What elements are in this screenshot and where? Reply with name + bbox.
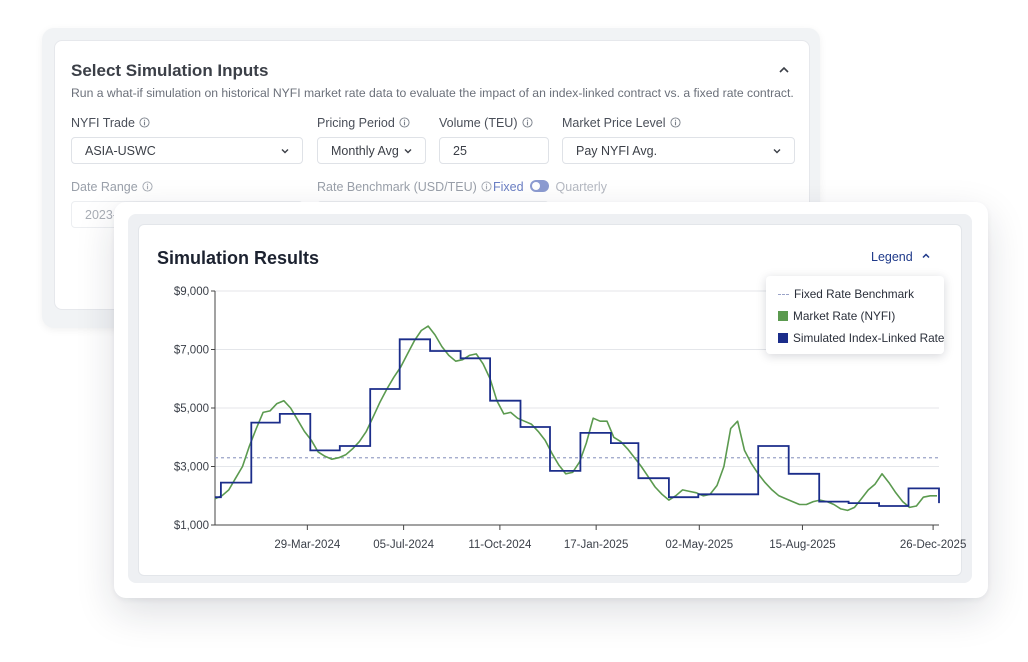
inputs-subtitle: Run a what-if simulation on historical N… [71,86,794,100]
y-tick-label: $5,000 [174,403,209,415]
legend-toggle-label: Legend [871,250,913,264]
chevron-down-icon [281,149,289,154]
x-tick-label: 29-Mar-2024 [274,539,340,551]
legend-color-swatch [778,311,788,321]
market-rate-line [214,325,937,512]
x-tick-label: 15-Aug-2025 [769,539,836,551]
volume-value: 25 [453,144,467,158]
legend-toggle-button[interactable]: Legend [871,250,931,264]
info-icon[interactable] [481,181,492,192]
rate-benchmark-label: Rate Benchmark (USD/TEU) [317,180,492,194]
x-tick-label: 02-May-2025 [665,539,733,551]
x-tick-label: 17-Jan-2025 [564,539,629,551]
date-range-label: Date Range [71,180,153,194]
legend-label: Market Rate (NYFI) [793,309,896,323]
index-linked-rate-step-line [215,338,940,507]
volume-input[interactable]: 25 [439,137,549,164]
trade-label: NYFI Trade [71,116,150,130]
market-price-level-label: Market Price Level [562,116,681,130]
legend-label: Fixed Rate Benchmark [794,287,914,301]
chevron-down-icon [773,149,781,154]
toggle-knob [532,182,541,190]
legend-dash-swatch [778,294,789,295]
results-title: Simulation Results [157,248,320,268]
trade-value: ASIA-USWC [85,144,156,158]
legend-popup: Fixed Rate Benchmark Market Rate (NYFI) … [766,276,944,354]
market-price-level-value: Pay NYFI Avg. [576,144,658,158]
pricing-period-select[interactable]: Monthly Avg [317,137,426,164]
info-icon[interactable] [669,117,681,128]
toggle-fixed-label: Fixed [493,180,524,194]
x-tick-label: 26-Dec-2025 [900,539,966,551]
benchmark-mode-toggle[interactable]: Fixed Quarterly [493,180,607,194]
x-tick-label: 05-Jul-2024 [373,539,434,551]
toggle-switch[interactable] [530,180,550,192]
info-icon[interactable] [139,117,150,128]
collapse-inputs-button[interactable] [775,61,793,79]
inputs-title: Select Simulation Inputs [71,61,269,80]
info-icon[interactable] [399,117,410,128]
trade-select[interactable]: ASIA-USWC [71,137,303,164]
market-price-level-select[interactable]: Pay NYFI Avg. [562,137,795,164]
pricing-period-value: Monthly Avg [331,144,399,158]
volume-label: Volume (TEU) [439,116,533,130]
legend-item-index-linked: Simulated Index-Linked Rate [778,331,944,345]
chevron-down-icon [404,149,412,154]
legend-item-market-rate: Market Rate (NYFI) [778,309,895,323]
y-tick-label: $1,000 [174,520,209,532]
y-tick-label: $3,000 [174,462,209,474]
legend-label: Simulated Index-Linked Rate [793,331,945,345]
info-icon[interactable] [521,117,533,128]
y-tick-label: $9,000 [174,286,209,298]
legend-color-swatch [778,333,788,343]
info-icon[interactable] [142,181,153,192]
pricing-period-label: Pricing Period [317,116,410,130]
chevron-up-icon [779,66,789,73]
toggle-quarterly-label: Quarterly [555,180,607,194]
x-tick-label: 11-Oct-2024 [468,539,532,551]
legend-item-fixed-benchmark: Fixed Rate Benchmark [778,287,914,301]
chevron-up-icon [922,253,930,259]
y-tick-label: $7,000 [174,345,209,357]
